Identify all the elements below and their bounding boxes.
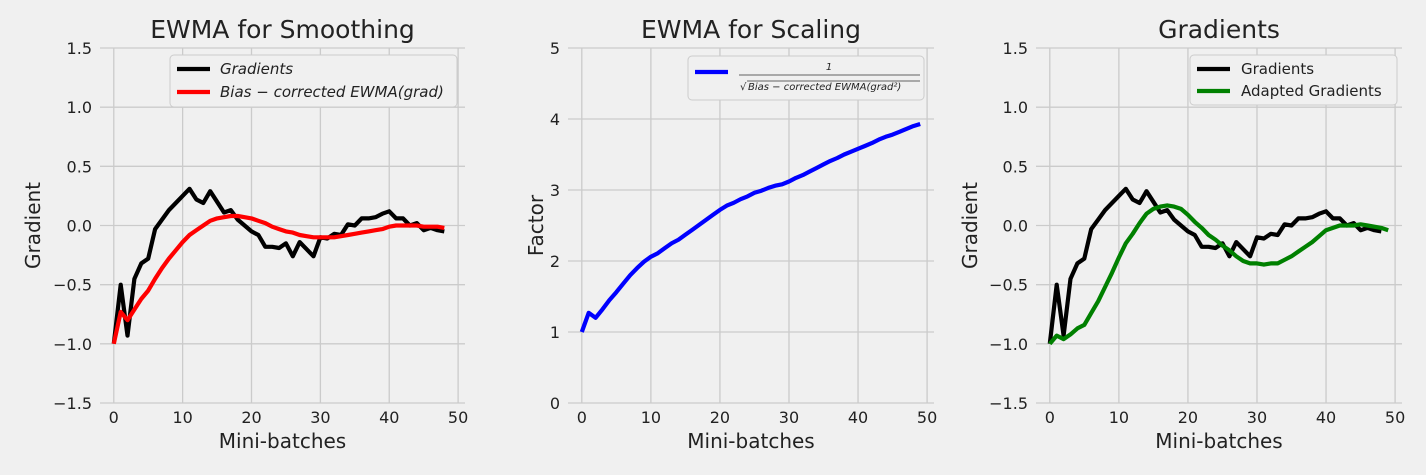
- x-axis-label: Mini-batches: [687, 429, 814, 453]
- x-tick-label: 20: [710, 408, 730, 427]
- y-tick-label: −1.0: [989, 335, 1028, 354]
- y-tick-label: 1.5: [67, 39, 92, 58]
- x-tick-label: 40: [1316, 408, 1336, 427]
- legend-frame: [169, 54, 458, 108]
- legend-label: Bias − corrected EWMA(grad): [220, 83, 444, 101]
- y-tick-label: −0.5: [53, 276, 92, 295]
- series-line-1: [1047, 186, 1382, 345]
- y-tick-label: 0.5: [1003, 157, 1028, 176]
- chart-panel-1: −1.5 −1.0 −0.5 0.0 0.5 1.0 1.5 0 10 20 30 40 50 EWMA …: [21, 15, 468, 453]
- legend: 1 √ Bias − corrected EWMA(grad²): [687, 55, 925, 101]
- legend: Gradients Bias − corrected EWMA(grad): [169, 54, 458, 108]
- y-tick-label: −1.5: [989, 394, 1028, 413]
- x-tick-label: 40: [379, 408, 399, 427]
- x-tick-label: 10: [172, 408, 192, 427]
- y-tick-label: 0: [550, 394, 560, 413]
- x-tick-label: 10: [641, 408, 661, 427]
- x-tick-label: 50: [448, 408, 468, 427]
- y-tick-label: 1.0: [67, 98, 92, 117]
- y-tick-label: 0.5: [67, 157, 92, 176]
- series-line-1: [579, 121, 921, 333]
- chart-title: EWMA for Scaling: [641, 15, 861, 44]
- y-tick-label: 4: [550, 110, 560, 129]
- legend-frame: [687, 55, 925, 101]
- x-tick-label: 0: [1045, 408, 1055, 427]
- legend-label: Gradients: [220, 60, 293, 78]
- sqrt-symbol: √: [740, 82, 747, 93]
- y-tick-label: 1.5: [1003, 39, 1028, 58]
- chart-title: Gradients: [1158, 15, 1280, 44]
- y-tick-label: 2: [550, 252, 560, 271]
- legend-fraction-numerator: 1: [826, 62, 832, 73]
- x-tick-label: 30: [779, 408, 799, 427]
- x-tick-label: 30: [1247, 408, 1267, 427]
- x-tick-label: 50: [1385, 408, 1405, 427]
- chart-panel-3: −1.5 −1.0 −0.5 0.0 0.5 1.0 1.5 0 10 20 30 40 50 Gradi…: [958, 15, 1405, 453]
- legend-frame: [1189, 54, 1398, 106]
- y-tick-label: −1.0: [53, 335, 92, 354]
- x-axis-label: Mini-batches: [1155, 429, 1282, 453]
- x-tick-label: 20: [241, 408, 261, 427]
- series-line-2: [111, 213, 445, 345]
- y-axis-label: Gradient: [21, 182, 45, 269]
- y-tick-label: −1.5: [53, 394, 92, 413]
- y-tick-label: −0.5: [989, 276, 1028, 295]
- y-axis-label: Factor: [524, 194, 548, 256]
- series-line-1: [111, 186, 445, 345]
- x-tick-label: 10: [1109, 408, 1129, 427]
- y-axis-label: Gradient: [958, 182, 982, 269]
- x-tick-label: 0: [109, 408, 119, 427]
- x-axis-label: Mini-batches: [219, 429, 346, 453]
- y-tick-label: 0.0: [67, 217, 92, 236]
- x-tick-label: 50: [917, 408, 937, 427]
- y-tick-label: 1: [550, 323, 560, 342]
- y-tick-label: 3: [550, 181, 560, 200]
- chart-title: EWMA for Smoothing: [150, 15, 415, 44]
- y-tick-label: 5: [550, 39, 560, 58]
- y-tick-label: 1.0: [1003, 98, 1028, 117]
- legend-label: Adapted Gradients: [1241, 82, 1382, 100]
- legend: Gradients Adapted Gradients: [1189, 54, 1398, 106]
- series-line-2: [1048, 203, 1389, 346]
- x-tick-label: 0: [577, 408, 587, 427]
- x-tick-label: 20: [1178, 408, 1198, 427]
- x-tick-label: 40: [848, 408, 868, 427]
- legend-label: Bias − corrected EWMA(grad²): [748, 82, 901, 93]
- x-tick-label: 30: [310, 408, 330, 427]
- y-tick-label: 0.0: [1003, 217, 1028, 236]
- legend-label: Gradients: [1241, 60, 1314, 78]
